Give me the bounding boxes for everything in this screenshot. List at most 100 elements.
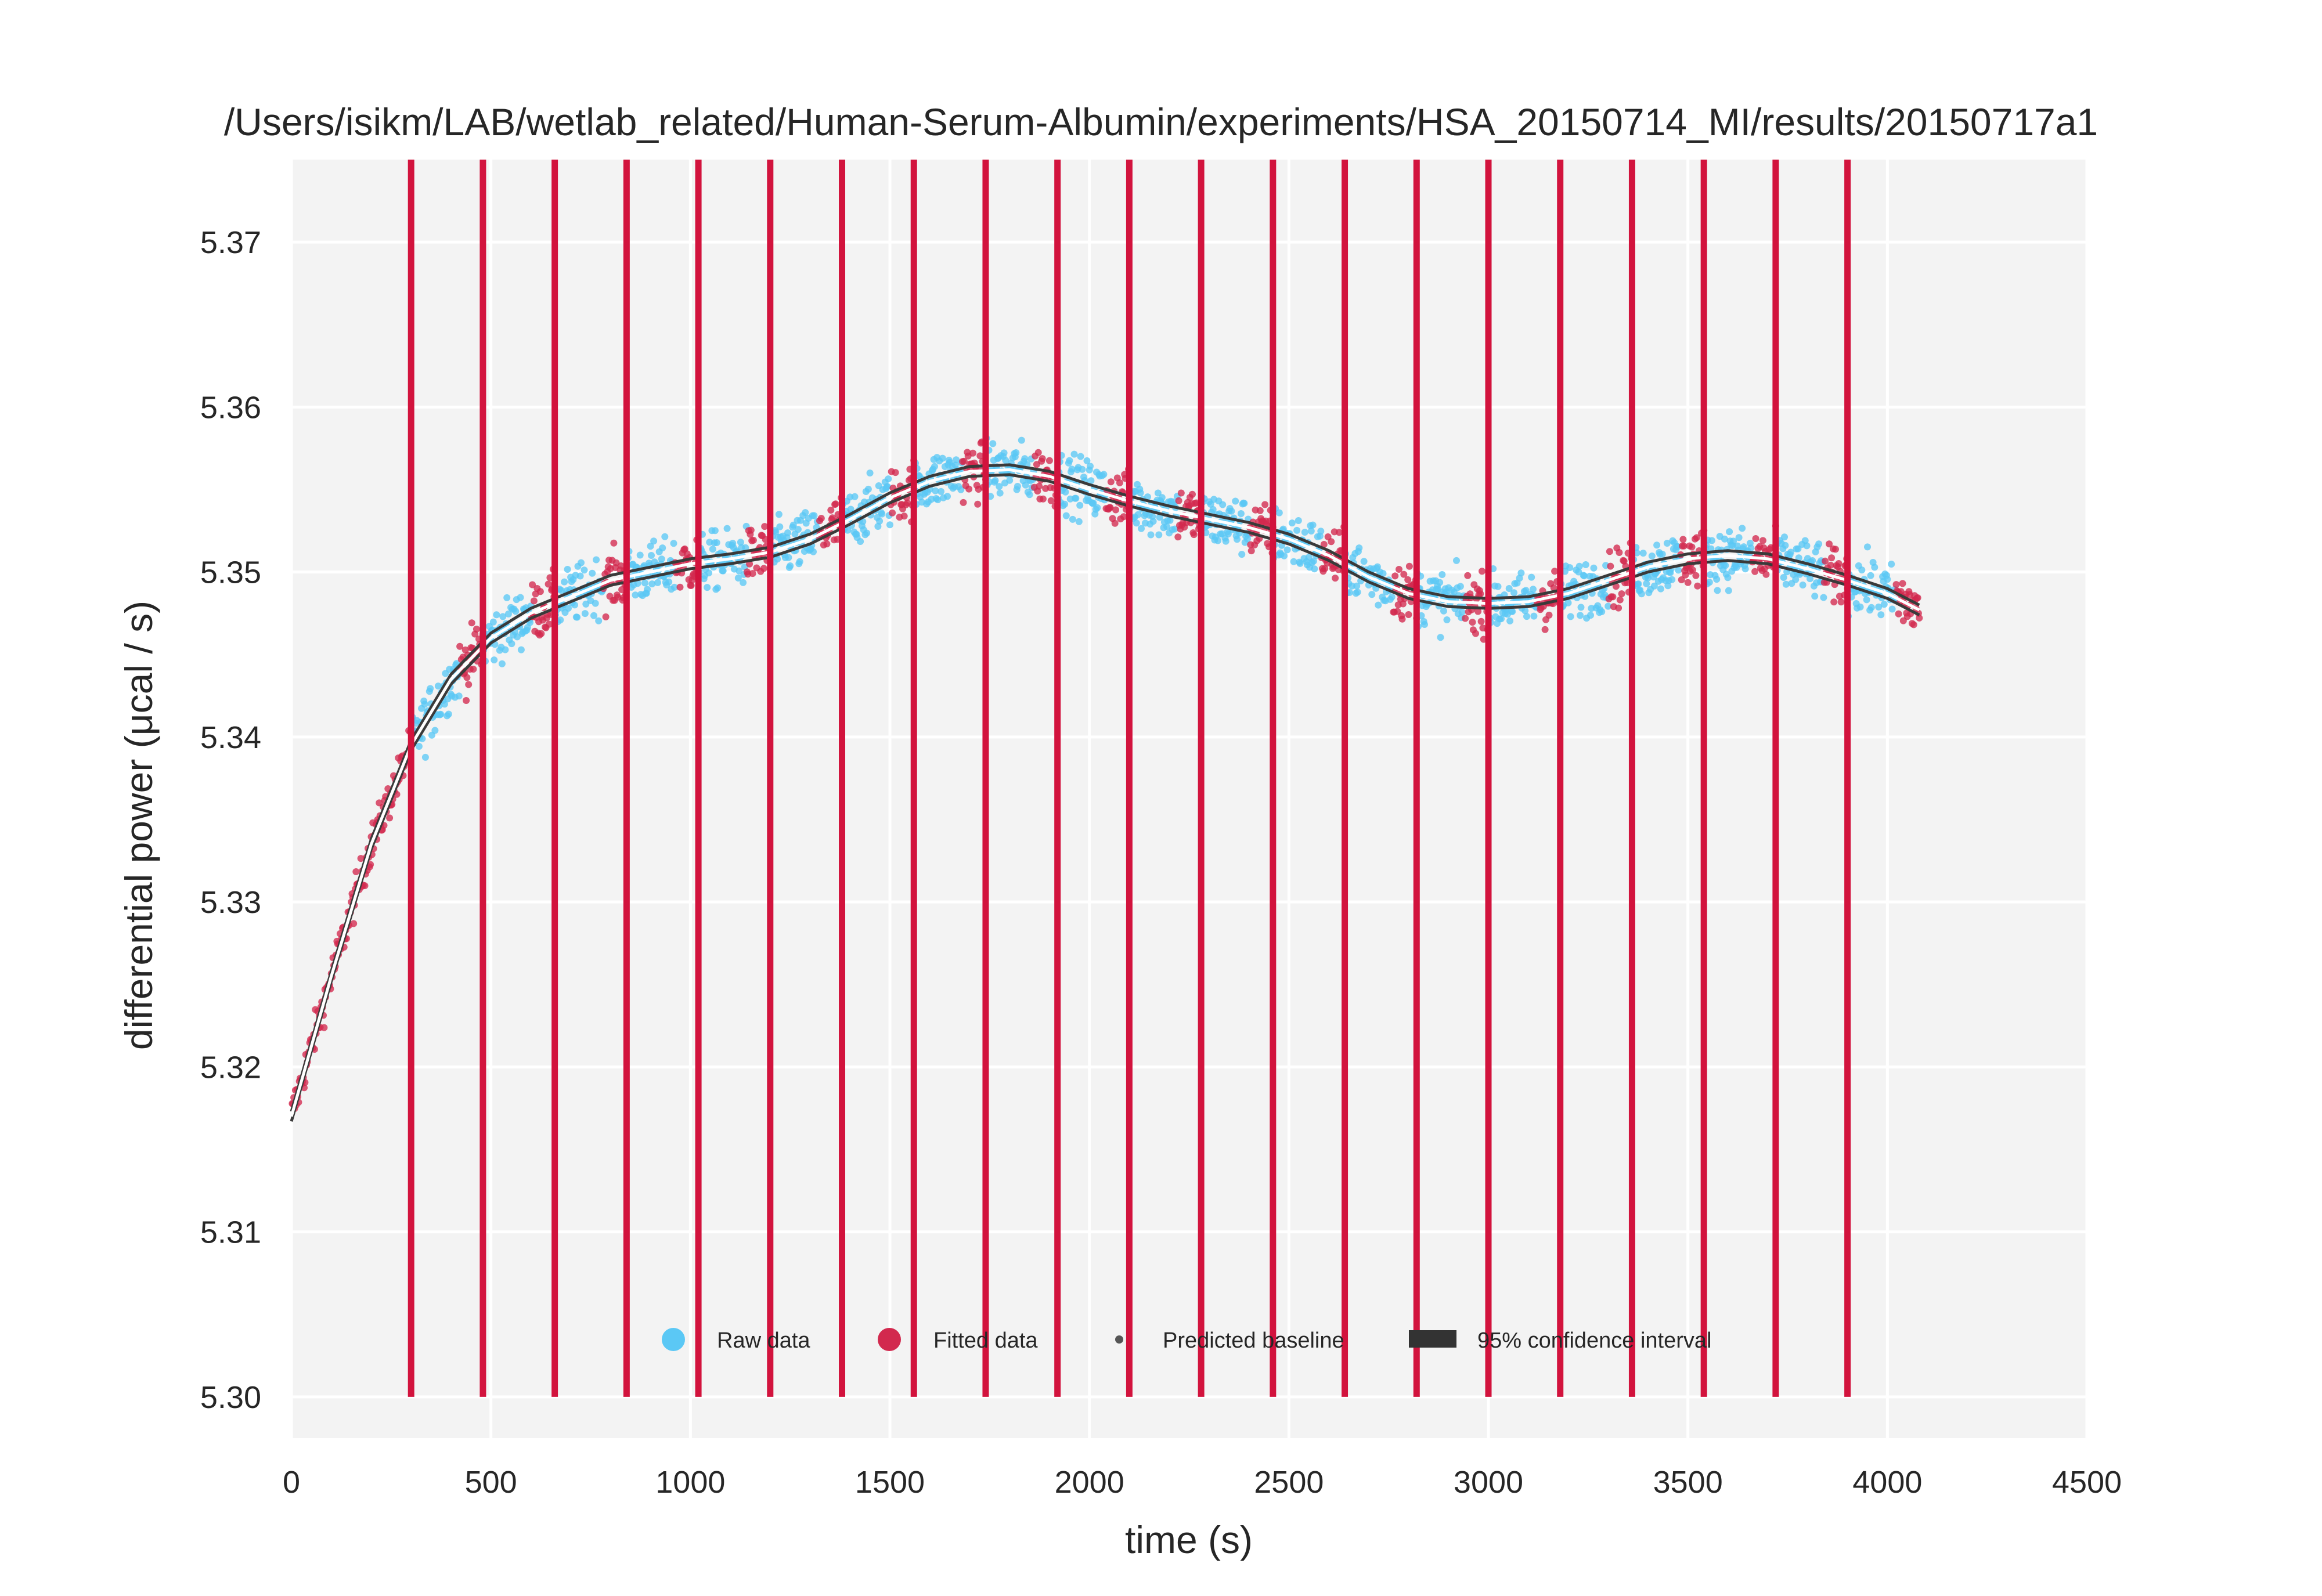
raw-data-point xyxy=(1305,554,1313,561)
fitted-data-point xyxy=(1678,576,1685,583)
fitted-data-point xyxy=(1693,534,1700,541)
raw-data-point xyxy=(1309,521,1317,529)
raw-data-point xyxy=(1171,525,1178,533)
raw-data-point xyxy=(1137,489,1144,497)
raw-data-point xyxy=(1523,613,1530,620)
fitted-data-point xyxy=(749,536,757,544)
raw-data-point xyxy=(1787,548,1794,556)
raw-data-point xyxy=(1867,572,1874,579)
fitted-data-point xyxy=(1892,581,1900,588)
fitted-data-point xyxy=(1332,575,1339,582)
fitted-data-point xyxy=(900,512,908,520)
fitted-data-point xyxy=(892,469,899,476)
raw-data-point xyxy=(876,517,884,525)
raw-data-point xyxy=(789,521,797,529)
raw-data-point xyxy=(636,551,644,559)
raw-data-point xyxy=(1458,608,1466,616)
raw-data-point xyxy=(431,727,439,734)
fitted-data-point xyxy=(1832,546,1839,553)
raw-data-point xyxy=(1311,565,1318,573)
raw-data-point xyxy=(491,656,498,664)
raw-data-point xyxy=(648,580,656,588)
raw-data-point xyxy=(1663,540,1671,547)
raw-data-point xyxy=(1658,550,1666,558)
raw-data-point xyxy=(1781,533,1788,541)
raw-data-point xyxy=(1375,601,1382,609)
raw-data-point xyxy=(884,483,891,490)
raw-data-point xyxy=(1368,591,1376,598)
raw-data-point xyxy=(1087,463,1094,470)
fitted-data-point xyxy=(760,565,767,572)
raw-data-point xyxy=(1643,580,1650,587)
raw-data-point xyxy=(1283,546,1291,554)
raw-data-point xyxy=(1275,509,1283,517)
ci-upper-line xyxy=(290,463,1920,1112)
fitted-data-point xyxy=(1609,593,1617,601)
raw-data-point xyxy=(857,538,864,545)
fitted-data-point xyxy=(1474,608,1482,615)
fitted-data-point xyxy=(1116,479,1123,486)
fitted-data-point xyxy=(749,570,756,577)
y-tick-label: 5.31 xyxy=(200,1215,261,1250)
raw-data-point xyxy=(1436,579,1444,586)
raw-data-point xyxy=(742,544,749,551)
fitted-data-point xyxy=(1111,519,1119,527)
raw-data-point xyxy=(1566,564,1574,571)
raw-data-point xyxy=(493,611,500,619)
fitted-data-point xyxy=(889,509,896,517)
raw-data-point xyxy=(589,569,596,577)
raw-data-point xyxy=(1726,528,1733,536)
raw-data-point xyxy=(1293,526,1301,534)
raw-data-point xyxy=(934,496,942,504)
raw-data-point xyxy=(1653,541,1661,549)
raw-data-point xyxy=(517,594,524,601)
fitted-data-point xyxy=(1321,565,1329,572)
raw-data-point xyxy=(1598,608,1606,615)
raw-data-point xyxy=(1721,535,1728,543)
raw-data-point xyxy=(441,700,448,708)
raw-data-point xyxy=(737,539,744,546)
raw-data-point xyxy=(1863,596,1870,604)
raw-data-point xyxy=(1068,465,1076,473)
raw-data-point xyxy=(1354,588,1361,596)
x-axis-ticks: 0 500 1000 1500 2000 2500 3000 3500 4000 4500 xyxy=(283,1465,2122,1500)
fitted-data-point xyxy=(1396,566,1402,573)
fitted-data-point xyxy=(1545,611,1553,619)
raw-data-point xyxy=(574,613,581,621)
raw-data-point xyxy=(1317,528,1325,535)
raw-data-point xyxy=(1018,436,1025,444)
fitted-data-point xyxy=(1606,548,1613,555)
raw-data-point xyxy=(1575,562,1583,570)
legend: Raw data Fitted data Predicted baseline … xyxy=(662,1328,1711,1353)
raw-data-point xyxy=(874,523,882,530)
raw-data-point xyxy=(1012,449,1020,456)
raw-data-point xyxy=(1301,529,1308,536)
raw-data-point xyxy=(1725,587,1732,594)
raw-data-point xyxy=(1867,604,1875,611)
fitted-data-point xyxy=(529,581,536,588)
raw-data-point xyxy=(1069,515,1076,523)
raw-data-point xyxy=(1155,531,1163,539)
fitted-data-point xyxy=(538,630,545,637)
raw-data-point xyxy=(1281,552,1288,559)
fitted-data-point xyxy=(1256,507,1264,514)
x-tick-label: 2500 xyxy=(1254,1465,1324,1500)
raw-data-point xyxy=(774,555,781,563)
fitted-data-point xyxy=(546,620,553,628)
raw-data-point xyxy=(1166,517,1174,524)
raw-data-point xyxy=(796,558,803,565)
raw-data-point xyxy=(1026,491,1033,499)
raw-data-point xyxy=(1075,518,1083,525)
fitted-data-point xyxy=(545,580,552,588)
fitted-data-point xyxy=(1541,626,1549,633)
x-tick-label: 0 xyxy=(283,1465,300,1500)
raw-data-point xyxy=(1856,603,1864,611)
raw-data-point xyxy=(1360,558,1368,565)
raw-data-point xyxy=(489,618,497,626)
raw-data-point xyxy=(1156,514,1163,521)
raw-data-point xyxy=(1077,453,1084,460)
raw-data-point xyxy=(1443,616,1451,623)
raw-data-point xyxy=(1232,497,1239,505)
y-axis-ticks: 5.30 5.31 5.32 5.33 5.34 5.35 5.36 5.37 xyxy=(200,225,261,1415)
raw-data-point xyxy=(1505,585,1513,592)
